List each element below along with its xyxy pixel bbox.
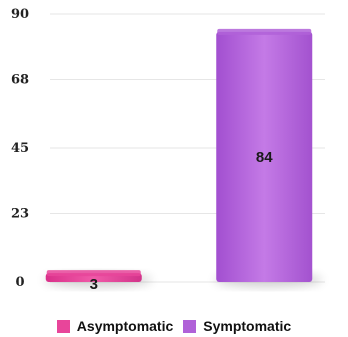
y-tick-label-0: 0 [15, 275, 24, 290]
legend-item-symptomatic: Symptomatic [183, 318, 291, 334]
legend-swatch-asymptomatic [56, 319, 70, 333]
data-label-symptomatic: 84 [256, 149, 273, 166]
bar-top-symptomatic [217, 28, 312, 35]
y-tick-label-1: 23 [11, 207, 29, 222]
legend-label-asymptomatic: Asymptomatic [76, 318, 174, 334]
bar-chart: 0 23 45 68 90 3 84 [11, 7, 325, 293]
legend-label-symptomatic: Symptomatic [203, 318, 292, 334]
legend-swatch-symptomatic [183, 319, 197, 333]
legend: Asymptomatic Symptomatic [0, 318, 348, 334]
data-labels: 3 84 [90, 149, 274, 293]
y-axis-ticks: 0 23 45 68 90 [11, 7, 29, 290]
data-label-asymptomatic: 3 [90, 276, 98, 293]
legend-item-asymptomatic: Asymptomatic [56, 318, 174, 334]
bars [43, 28, 323, 287]
y-tick-label-3: 68 [11, 73, 29, 88]
y-tick-label-4: 90 [11, 7, 29, 22]
bar-symptomatic [216, 31, 313, 282]
y-tick-label-2: 45 [11, 141, 29, 156]
bar-top-asymptomatic [46, 270, 141, 277]
